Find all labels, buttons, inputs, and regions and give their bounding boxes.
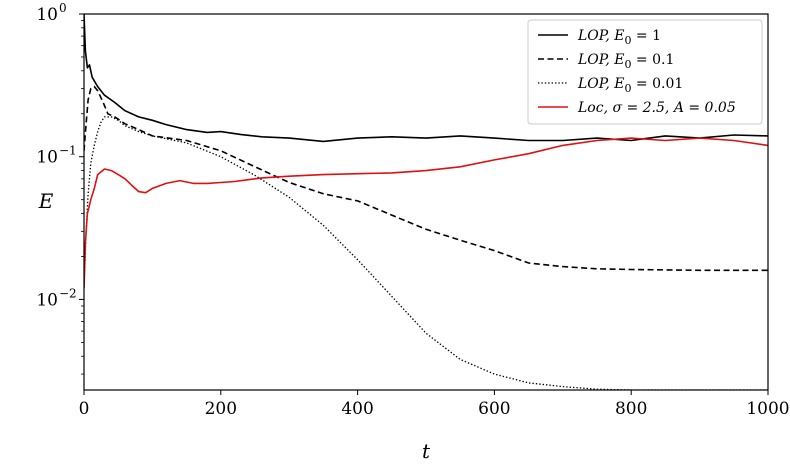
- y-tick-label: 10: [36, 5, 58, 25]
- legend-label-3: Loc, σ = 2.5, A = 0.05: [577, 100, 736, 116]
- series-line-3: [84, 137, 768, 289]
- legend-box: [527, 19, 763, 125]
- x-tick-label: 400: [341, 399, 373, 419]
- plot-frame: [83, 13, 769, 391]
- y-tick-exponent: −1: [59, 144, 77, 158]
- x-tick-label: 200: [205, 399, 237, 419]
- x-tick-label: 0: [79, 399, 90, 419]
- y-axis-label: E: [38, 189, 54, 213]
- legend-label-2: LOP, E0 = 0.01: [577, 76, 683, 95]
- series-line-0: [84, 14, 768, 143]
- y-tick-label: 10: [36, 148, 58, 168]
- legend: LOP, E0 = 1 LOP, E0 = 0.1 LOP, E0 = 0.01 Lo…: [527, 19, 763, 125]
- legend-label-1: LOP, E0 = 0.1: [577, 52, 674, 71]
- x-tick-label: 800: [615, 399, 647, 419]
- legend-label-0: LOP, E0 = 1: [577, 28, 661, 47]
- y-tick-label: 10: [36, 290, 58, 310]
- y-tick-exponent: 0: [59, 1, 67, 15]
- series-line-1: [84, 85, 768, 272]
- x-tick-label: 600: [478, 399, 510, 419]
- y-tick-exponent: −2: [59, 286, 77, 300]
- x-tick-label: 1000: [746, 399, 789, 419]
- x-axis-label: t: [422, 439, 431, 463]
- series-line-2: [84, 116, 768, 390]
- plot-series: [84, 14, 768, 390]
